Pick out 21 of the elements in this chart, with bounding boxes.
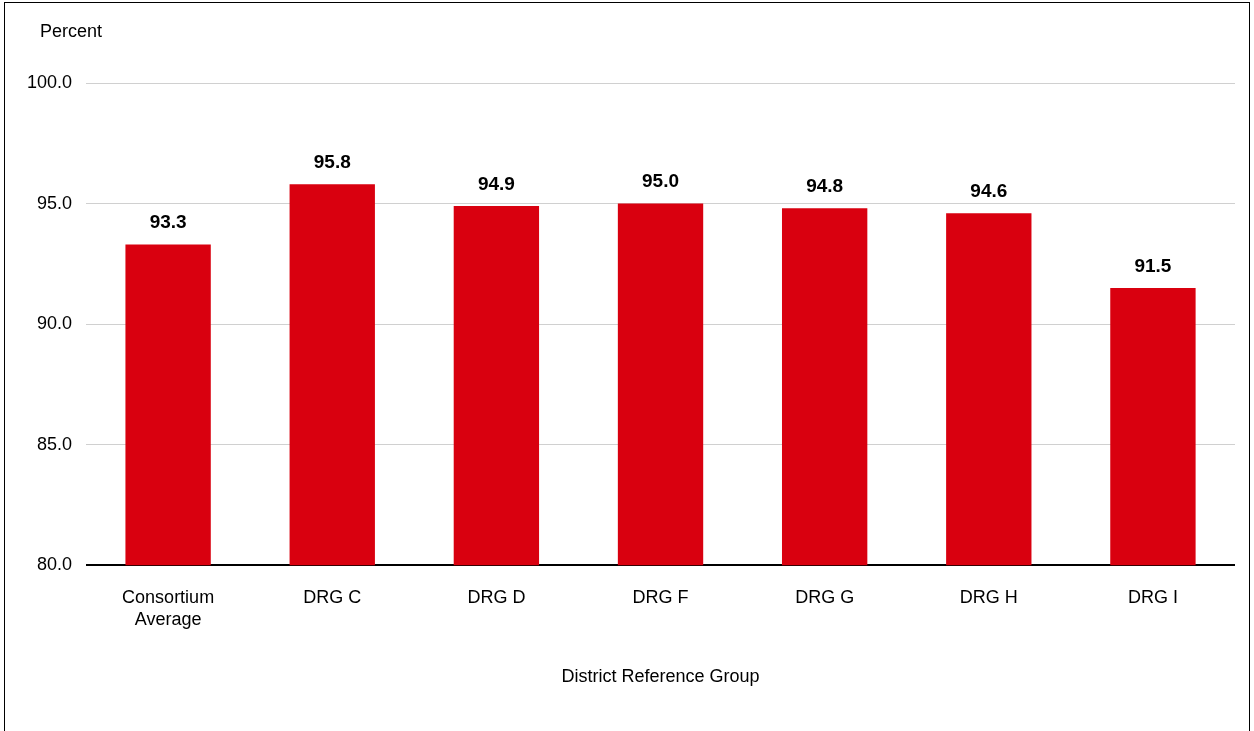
y-axis-title: Percent (39, 20, 103, 41)
data-label: 95.8 (313, 151, 351, 172)
x-tick-label: DRG C (303, 586, 362, 607)
y-tick-label: 100.0 (27, 71, 73, 92)
y-tick-label: 90.0 (37, 313, 73, 334)
x-tick-label: Consortium Average (122, 586, 215, 629)
data-label: 91.5 (1134, 254, 1172, 276)
x-tick-label: DRG H (959, 586, 1018, 607)
x-axis-title: District Reference Group (561, 666, 760, 687)
data-label: 94.9 (477, 172, 515, 194)
y-tick-label: 95.0 (37, 192, 73, 213)
data-label: 95.0 (642, 170, 680, 192)
y-tick-label: 80.0 (37, 554, 73, 575)
x-tick-label: DRG I (1127, 586, 1178, 607)
data-label: 94.6 (970, 179, 1008, 201)
x-tick-label: DRG D (467, 586, 526, 607)
y-tick-label: 85.0 (37, 433, 73, 454)
x-tick-label: DRG F (632, 586, 689, 607)
data-label: 94.8 (806, 175, 844, 197)
x-tick-label: DRG G (795, 586, 855, 607)
data-label: 93.3 (149, 211, 187, 233)
